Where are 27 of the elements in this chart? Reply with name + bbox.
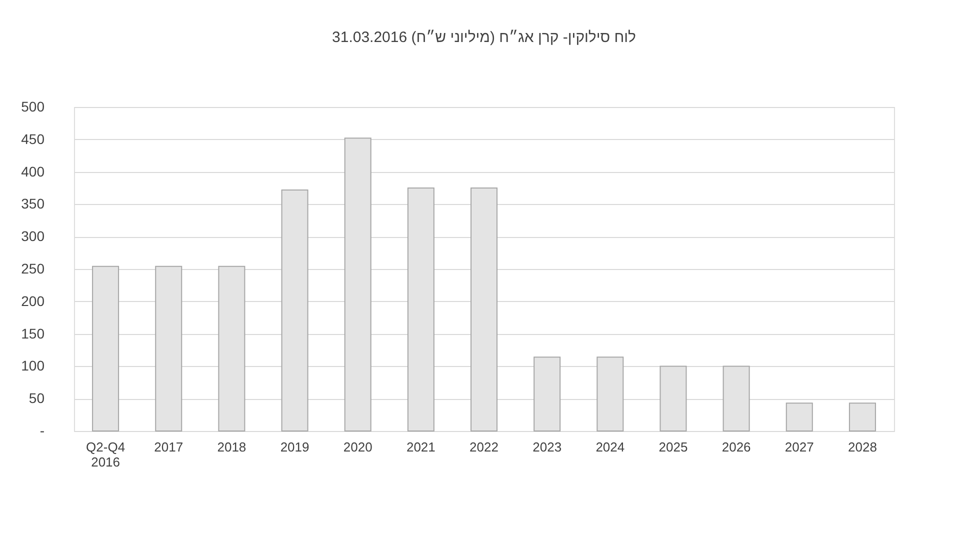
y-tick-label: - [40,422,45,438]
y-tick-label: 100 [21,358,45,374]
chart-title: לוח סילוקין- קרן אג״ח (מיליוני ש״ח) 31.03.2016 [332,29,636,46]
y-tick-label: 350 [21,196,45,212]
x-tick-label: 2020 [343,440,372,454]
bar [786,402,813,432]
x-tick-label: 2024 [596,440,625,454]
y-tick-label: 200 [21,292,45,309]
x-tick-label: 2028 [848,440,877,454]
x-tick-label: 2017 [154,440,184,454]
y-tick-label: 50 [28,390,45,406]
x-tick-label: 2021 [406,440,436,454]
x-tick-label: 2026 [722,440,751,454]
y-tick-label: 500 [21,98,45,114]
y-tick-label: 150 [21,325,45,342]
x-tick-label: 2027 [784,440,814,454]
x-tick-label: 2018 [217,440,246,454]
x-tick-label: Q2-Q4 2016 [86,440,126,470]
x-tick-label: 2022 [470,440,498,454]
x-tick-label: 2019 [280,440,310,454]
y-tick-label: 450 [21,130,45,147]
y-tick-label: 250 [21,260,45,276]
y-tick-label: 400 [21,163,45,180]
x-tick-label: 2023 [532,440,562,454]
x-tick-label: 2025 [658,440,688,454]
y-tick-label: 300 [21,228,45,244]
bar [848,402,876,432]
